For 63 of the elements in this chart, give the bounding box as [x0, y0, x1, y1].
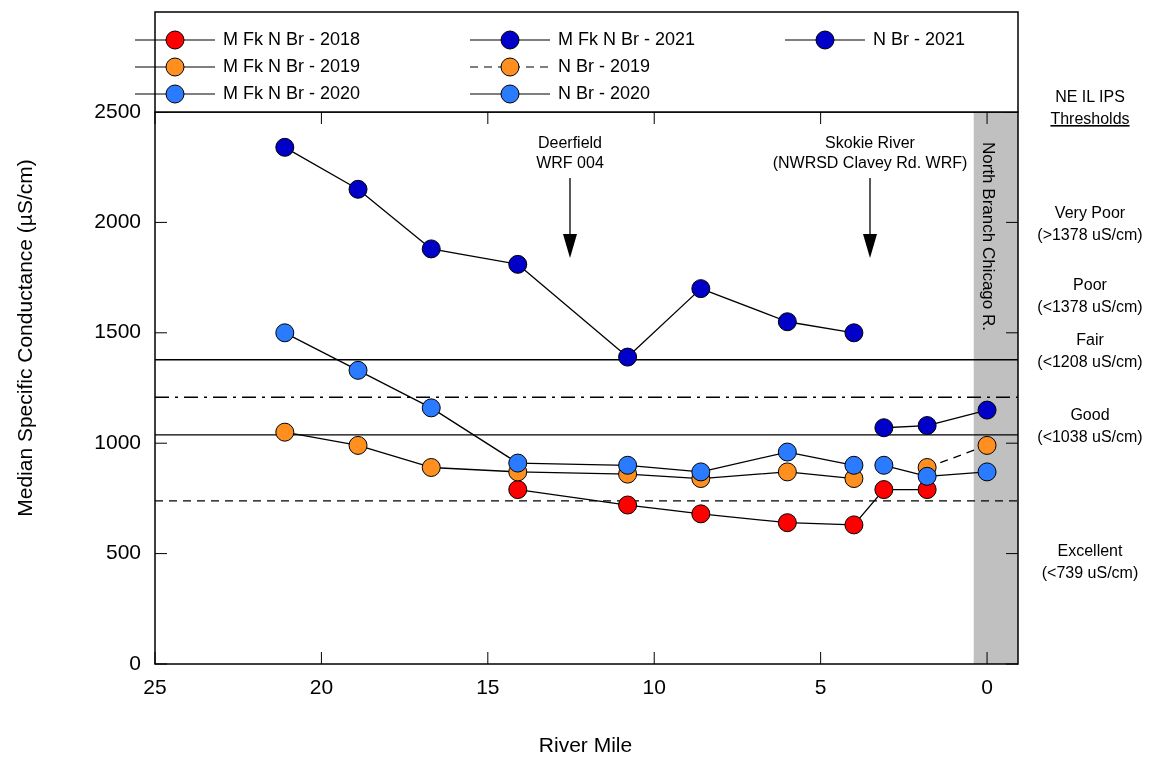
point	[618, 455, 638, 475]
text: Excellent (<739 uS/cm)	[1041, 542, 1139, 581]
point	[421, 398, 441, 418]
point	[844, 515, 864, 535]
point	[874, 418, 894, 438]
text: Good (<1038 uS/cm)	[1037, 406, 1143, 445]
point	[508, 453, 528, 473]
text: NE IL IPS Thresholds	[1050, 88, 1130, 127]
point	[508, 480, 528, 500]
point	[777, 462, 797, 482]
x-tick-label: 0	[981, 675, 993, 698]
text: Fair (<1208 uS/cm)	[1037, 331, 1143, 370]
point	[275, 137, 295, 157]
annotation: Deerfield WRF 004	[536, 134, 604, 171]
point	[691, 279, 711, 299]
point	[777, 312, 797, 332]
point	[777, 442, 797, 462]
point	[844, 323, 864, 343]
x-tick-label: 20	[309, 675, 334, 698]
point	[421, 239, 441, 259]
text: Poor (<1378 uS/cm)	[1037, 276, 1143, 315]
text: Very Poor (>1378 uS/cm)	[1037, 204, 1143, 243]
point	[977, 435, 997, 455]
y-tick-label: 2500	[94, 98, 141, 122]
legend-label: M Fk N Br - 2020	[223, 82, 361, 103]
point	[348, 435, 368, 455]
point	[691, 462, 711, 482]
x-tick-label: 10	[642, 675, 666, 698]
band-label: North Branch Chicago R.	[979, 142, 999, 331]
point	[275, 422, 295, 442]
legend-label: M Fk N Br - 2018	[223, 28, 361, 49]
point	[844, 455, 864, 475]
point	[275, 323, 295, 343]
point	[618, 347, 638, 367]
point	[777, 513, 797, 533]
point	[618, 495, 638, 515]
point	[348, 360, 368, 380]
y-axis-title: Median Specific Conductance (µS/cm)	[13, 159, 36, 517]
legend-label: M Fk N Br - 2019	[223, 55, 361, 76]
point	[917, 416, 937, 436]
x-tick-label: 15	[476, 675, 500, 698]
point	[691, 504, 711, 524]
point	[977, 462, 997, 482]
legend-label: M Fk N Br - 2021	[558, 28, 696, 49]
y-tick-label: 1500	[94, 319, 141, 343]
y-tick-label: 1000	[94, 429, 141, 453]
x-axis-title: River Mile	[538, 733, 633, 756]
legend-label: N Br - 2021	[873, 28, 966, 49]
legend-label: N Br - 2020	[558, 82, 651, 103]
point	[421, 457, 441, 477]
y-tick-label: 500	[105, 540, 141, 564]
point	[874, 455, 894, 475]
x-tick-label: 5	[814, 675, 827, 698]
point	[348, 179, 368, 199]
x-tick-label: 25	[143, 675, 167, 698]
annotation: Skokie River (NWRSD Clavey Rd. WRF)	[772, 134, 968, 171]
point	[874, 480, 894, 500]
point	[977, 400, 997, 420]
point	[508, 254, 528, 274]
y-tick-label: 2000	[94, 208, 141, 232]
y-tick-label: 0	[129, 650, 141, 674]
point	[917, 466, 937, 486]
legend-label: N Br - 2019	[558, 55, 651, 76]
